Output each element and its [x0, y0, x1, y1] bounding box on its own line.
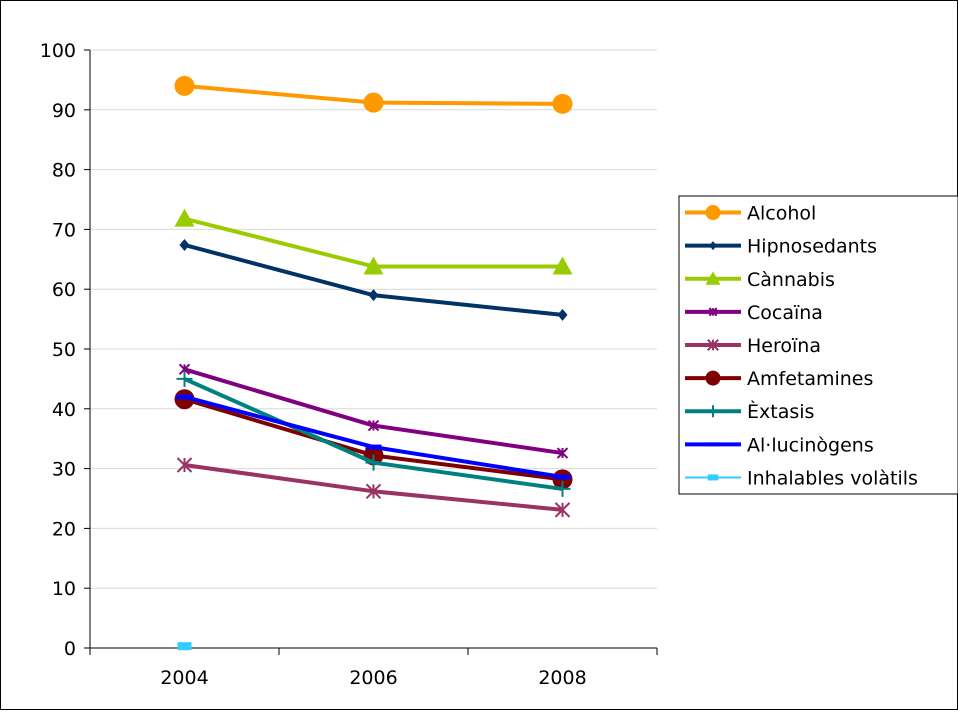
data-point-star	[708, 307, 718, 317]
data-point-diamond	[368, 289, 379, 302]
series--xtasis	[176, 370, 571, 497]
y-tick-label: 80	[52, 160, 76, 182]
data-point-diamond	[709, 241, 717, 251]
legend-label: Èxtasis	[747, 400, 814, 423]
y-tick-label: 100	[40, 40, 76, 62]
series-alcohol	[174, 75, 573, 114]
legend-item: Hipnosedants	[685, 236, 877, 258]
legend-label: Inhalables volàtils	[747, 467, 918, 489]
data-point-plus	[707, 405, 719, 418]
series-inhalables-vol-tils	[177, 642, 192, 651]
data-point-circle	[174, 75, 195, 96]
data-point-dash	[707, 442, 719, 447]
data-point-dash	[176, 394, 193, 400]
data-point-triangle	[174, 208, 195, 227]
data-point-star	[556, 447, 569, 459]
data-point-asterisk	[707, 339, 719, 351]
data-point-diamond	[557, 308, 568, 321]
legend-label: Alcohol	[747, 203, 816, 225]
data-point-asterisk	[176, 457, 193, 473]
data-point-plus	[554, 480, 571, 497]
y-tick-label: 0	[64, 638, 76, 660]
data-point-plus	[365, 454, 382, 471]
series-layer	[174, 75, 573, 651]
data-point-circle	[552, 93, 573, 114]
y-tick-label: 60	[52, 279, 76, 301]
legend: Alcohol Hipnosedants Cànnabis Cocaïna Heroïn…	[678, 195, 958, 495]
legend-item: Inhalables volàtils	[685, 467, 918, 489]
series-hero-na	[176, 457, 571, 518]
data-point-asterisk	[554, 502, 571, 518]
data-point-triangle	[705, 271, 721, 285]
y-tick-label: 90	[52, 100, 76, 122]
data-point-dash	[554, 474, 571, 480]
legend-label: Heroïna	[747, 335, 821, 357]
data-point-circle	[705, 370, 721, 386]
data-point-plus	[176, 370, 193, 387]
series-c-nnabis	[174, 208, 573, 275]
y-tick-label: 10	[52, 578, 76, 600]
data-point-circle	[363, 92, 384, 113]
legend-item: Heroïna	[685, 335, 821, 357]
data-point-asterisk	[365, 483, 382, 500]
data-point-diamond	[179, 238, 190, 251]
legend-item: Alcohol	[685, 203, 816, 225]
data-point-dash	[365, 444, 382, 450]
legend-item: Èxtasis	[685, 400, 814, 423]
series-al-lucin-gens	[176, 394, 571, 480]
series-hipnosedants	[179, 238, 568, 321]
data-point-triangle	[552, 256, 573, 275]
data-point-triangle	[363, 256, 384, 275]
legend-label: Amfetamines	[747, 368, 873, 390]
y-tick-label: 70	[52, 219, 76, 241]
legend-item: Al·lucinògens	[685, 434, 874, 456]
data-point-square	[707, 474, 719, 481]
legend-item: Cànnabis	[685, 269, 835, 291]
legend-label: Cànnabis	[747, 269, 835, 291]
x-tick-label: 2008	[538, 667, 586, 689]
legend-item: Amfetamines	[685, 368, 873, 390]
y-tick-label: 30	[52, 459, 76, 481]
data-point-square	[177, 642, 192, 651]
legend-item: Cocaïna	[685, 302, 823, 324]
data-point-star	[367, 419, 380, 432]
data-point-circle	[705, 205, 721, 221]
x-tick-label: 2006	[349, 667, 397, 689]
legend-label: Al·lucinògens	[747, 434, 874, 456]
y-tick-label: 40	[52, 399, 76, 421]
x-tick-label: 2004	[160, 667, 208, 689]
y-tick-label: 20	[52, 518, 76, 540]
legend-label: Cocaïna	[747, 302, 823, 324]
legend-label: Hipnosedants	[747, 236, 877, 258]
y-tick-label: 50	[52, 339, 76, 361]
